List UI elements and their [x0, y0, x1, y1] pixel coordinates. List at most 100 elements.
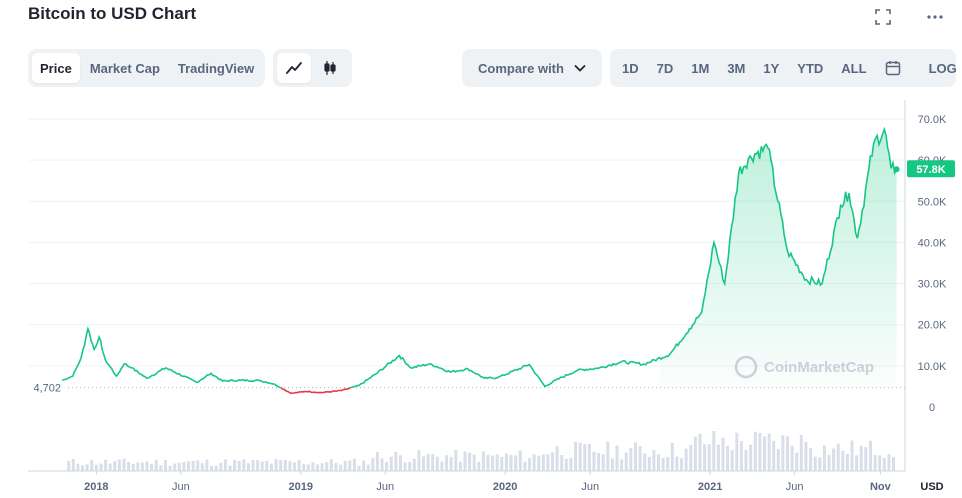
- volume-bar: [845, 453, 849, 471]
- volume-bar: [399, 455, 402, 471]
- volume-bar: [707, 444, 711, 471]
- volume-bar: [477, 461, 481, 471]
- volume-bar: [223, 459, 227, 471]
- range-ytd[interactable]: YTD: [797, 60, 824, 76]
- page-title: Bitcoin to USD Chart: [28, 4, 197, 23]
- range-7d[interactable]: 7D: [656, 60, 674, 76]
- volume-bar: [237, 461, 241, 471]
- range-1m[interactable]: 1M: [691, 60, 710, 76]
- volume-bar: [504, 453, 508, 471]
- volume-bar: [495, 454, 499, 471]
- volume-bar: [422, 456, 425, 471]
- range-1d[interactable]: 1D: [622, 60, 639, 76]
- volume-bar: [703, 444, 707, 471]
- volume-bar: [260, 461, 264, 471]
- volume-bar: [435, 456, 439, 471]
- tab-price[interactable]: Price: [32, 53, 80, 83]
- volume-bar: [403, 462, 407, 471]
- volume-bar: [389, 456, 393, 471]
- volume-bar: [809, 448, 813, 471]
- volume-bar: [343, 460, 347, 471]
- volume-bar: [514, 455, 518, 471]
- volume-bar: [753, 431, 757, 471]
- volume-bar: [71, 459, 75, 471]
- volume-bar: [541, 454, 545, 471]
- chevron-down-icon: [574, 59, 586, 77]
- line-chart-icon[interactable]: [277, 53, 311, 83]
- volume-bar: [246, 463, 250, 471]
- volume-bar: [90, 460, 94, 471]
- volume-bar: [841, 450, 845, 471]
- volume-bar: [329, 459, 333, 471]
- range-all[interactable]: ALL: [841, 60, 867, 76]
- volume-bar: [283, 459, 287, 471]
- volume-bar: [242, 459, 246, 471]
- volume-bar: [606, 441, 610, 471]
- y-tick-label: 70.0K: [918, 114, 947, 126]
- volume-bar: [786, 436, 789, 471]
- volume-bar: [380, 458, 384, 471]
- volume-bar: [712, 431, 716, 471]
- watermark-text: CoinMarketCap: [764, 359, 874, 376]
- volume-bar: [597, 453, 601, 471]
- baseline-label: 4,702: [33, 383, 61, 395]
- volume-bar: [500, 457, 504, 471]
- volume-bar: [564, 458, 568, 471]
- candlestick-icon[interactable]: [313, 53, 347, 83]
- volume-bar: [408, 461, 412, 471]
- tab-tradingview[interactable]: TradingView: [177, 60, 255, 76]
- volume-bar: [228, 465, 232, 471]
- volume-bar: [624, 452, 628, 471]
- current-price-dot: [893, 166, 900, 173]
- volume-bar: [219, 462, 223, 471]
- log-toggle[interactable]: LOG: [928, 60, 957, 76]
- compare-label: Compare with: [478, 60, 564, 76]
- volume-bar: [781, 435, 785, 471]
- price-line-above-baseline: [61, 126, 898, 389]
- expand-icon[interactable]: [874, 8, 892, 26]
- volume-bar: [316, 464, 319, 471]
- volume-bar: [417, 450, 421, 471]
- volume-bar: [463, 451, 467, 471]
- range-1y[interactable]: 1Y: [763, 60, 780, 76]
- volume-bar: [440, 461, 444, 471]
- volume-bar: [366, 464, 370, 471]
- header-actions: [874, 8, 944, 26]
- volume-bar: [689, 444, 693, 471]
- volume-bar: [813, 456, 817, 471]
- volume-bar: [873, 455, 877, 471]
- volume-bar: [739, 441, 743, 471]
- volume-bar: [647, 456, 651, 471]
- volume-bar: [76, 463, 80, 471]
- volume-bar: [265, 460, 269, 471]
- x-tick-label: 2021: [698, 481, 722, 493]
- y-tick-label: 40.0K: [918, 237, 947, 249]
- volume-bar: [468, 452, 472, 471]
- volume-bar: [394, 451, 398, 471]
- y-tick-label: 0: [929, 402, 935, 414]
- volume-bar: [293, 462, 296, 471]
- volume-bar: [629, 447, 633, 471]
- calendar-icon[interactable]: [877, 53, 909, 83]
- compare-dropdown[interactable]: Compare with: [462, 49, 602, 87]
- current-price-label: 57.8K: [916, 164, 945, 176]
- chart-toolbar: Price Market Cap TradingView Compare wit…: [0, 49, 962, 87]
- more-horizontal-icon[interactable]: [926, 8, 944, 26]
- price-line-below-baseline: [280, 387, 351, 395]
- volume-bar: [122, 458, 126, 471]
- volume-bar: [81, 465, 84, 471]
- volume-bar: [279, 460, 283, 471]
- y-tick-label: 20.0K: [918, 320, 947, 332]
- volume-bar: [187, 461, 190, 471]
- volume-bar: [670, 443, 674, 471]
- volume-bar: [117, 459, 121, 471]
- tab-market-cap[interactable]: Market Cap: [89, 60, 160, 76]
- x-tick-label: 2020: [493, 481, 517, 493]
- volume-bar: [587, 444, 591, 471]
- volume-bar: [657, 454, 660, 471]
- volume-bar: [850, 440, 854, 471]
- range-3m[interactable]: 3M: [727, 60, 746, 76]
- volume-bar: [735, 432, 739, 471]
